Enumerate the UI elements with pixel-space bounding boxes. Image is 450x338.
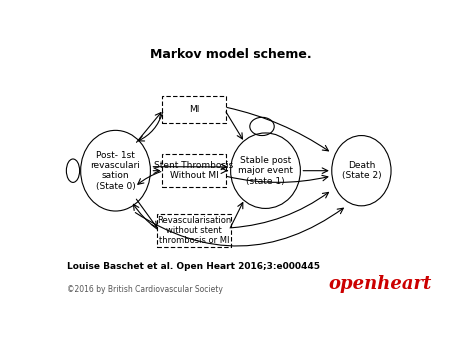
Text: Stable post
major event
(state 1): Stable post major event (state 1): [238, 156, 293, 186]
Text: Stent Thrombosis
Without MI: Stent Thrombosis Without MI: [154, 161, 234, 180]
Text: MI: MI: [189, 105, 199, 114]
Text: Markov model scheme.: Markov model scheme.: [150, 48, 311, 62]
Text: Revascularisation
without stent
thrombosis or MI: Revascularisation without stent thrombos…: [157, 216, 231, 245]
Text: Post- 1st
revasculari
sation
(State 0): Post- 1st revasculari sation (State 0): [90, 151, 140, 191]
Text: Death
(State 2): Death (State 2): [342, 161, 381, 180]
Text: Louise Baschet et al. Open Heart 2016;3:e000445: Louise Baschet et al. Open Heart 2016;3:…: [67, 262, 320, 271]
Text: openheart: openheart: [328, 275, 432, 293]
Text: ©2016 by British Cardiovascular Society: ©2016 by British Cardiovascular Society: [67, 285, 223, 294]
